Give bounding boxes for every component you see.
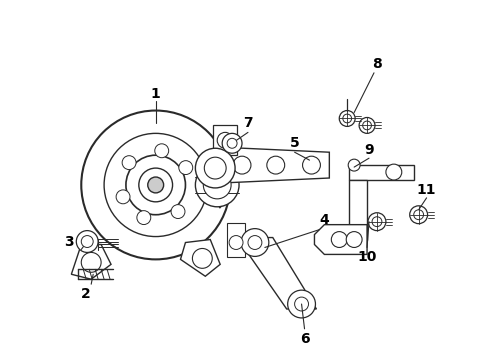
Circle shape	[76, 231, 98, 252]
Circle shape	[203, 171, 231, 199]
Circle shape	[81, 252, 101, 272]
Circle shape	[386, 164, 402, 180]
Text: 7: 7	[243, 116, 253, 130]
Text: 10: 10	[357, 251, 377, 264]
Polygon shape	[213, 125, 237, 155]
Circle shape	[104, 133, 207, 237]
Circle shape	[368, 213, 386, 231]
Circle shape	[331, 231, 347, 247]
Circle shape	[294, 297, 309, 311]
Circle shape	[343, 114, 351, 123]
Circle shape	[302, 156, 320, 174]
Circle shape	[267, 156, 285, 174]
Polygon shape	[315, 225, 367, 255]
Circle shape	[248, 235, 262, 249]
Text: 4: 4	[319, 213, 329, 227]
Circle shape	[222, 133, 242, 153]
Polygon shape	[72, 244, 111, 279]
Circle shape	[139, 168, 172, 202]
Circle shape	[196, 148, 235, 188]
Polygon shape	[237, 238, 317, 309]
Circle shape	[363, 121, 371, 130]
Text: 5: 5	[290, 136, 299, 150]
Text: 6: 6	[300, 332, 309, 346]
Circle shape	[229, 235, 243, 249]
Text: 11: 11	[417, 183, 436, 197]
Circle shape	[116, 190, 130, 204]
Text: 3: 3	[65, 234, 74, 248]
Circle shape	[241, 229, 269, 256]
Circle shape	[204, 157, 226, 179]
Circle shape	[196, 163, 239, 207]
Circle shape	[372, 217, 382, 226]
Circle shape	[126, 155, 185, 215]
Circle shape	[217, 132, 233, 148]
Polygon shape	[222, 147, 329, 183]
Polygon shape	[227, 223, 245, 257]
Circle shape	[122, 156, 136, 170]
Circle shape	[227, 138, 237, 148]
Text: 9: 9	[364, 143, 374, 157]
Circle shape	[179, 161, 193, 175]
Circle shape	[233, 156, 251, 174]
Circle shape	[137, 211, 151, 225]
Text: 1: 1	[151, 87, 161, 101]
Text: 2: 2	[81, 287, 91, 301]
Circle shape	[410, 206, 428, 224]
Polygon shape	[180, 239, 220, 276]
Text: 8: 8	[372, 57, 382, 71]
Circle shape	[193, 248, 212, 268]
Circle shape	[81, 111, 230, 260]
Circle shape	[346, 231, 362, 247]
Polygon shape	[349, 165, 414, 180]
Circle shape	[148, 177, 164, 193]
Circle shape	[81, 235, 93, 247]
Circle shape	[414, 210, 423, 220]
Polygon shape	[349, 180, 367, 239]
Circle shape	[359, 117, 375, 133]
Circle shape	[155, 144, 169, 158]
Circle shape	[171, 204, 185, 219]
Circle shape	[348, 159, 360, 171]
Circle shape	[339, 111, 355, 126]
Circle shape	[288, 290, 316, 318]
